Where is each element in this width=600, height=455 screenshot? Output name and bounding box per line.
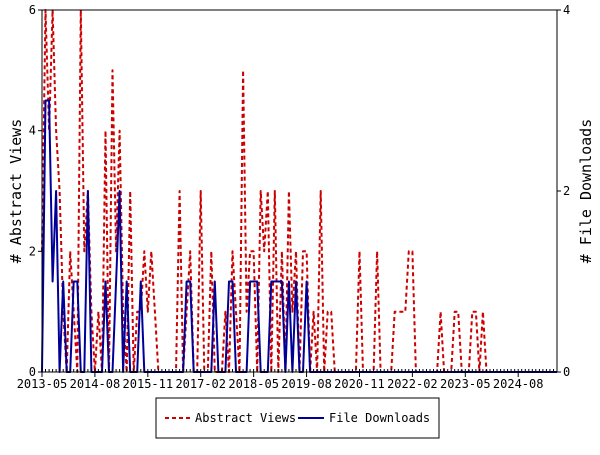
- y-axis-left-title: # Abstract Views: [7, 119, 25, 264]
- y-right-tick-label: 2: [563, 184, 570, 198]
- y-right-tick-label: 4: [563, 3, 570, 17]
- y-right-tick-label: 0: [563, 365, 570, 379]
- x-axis: 2013-05 2014-08 2015-11 2017-02 2018-05 2019-…: [17, 369, 558, 391]
- series-line-file-downloads: [41, 99, 557, 373]
- legend-label-abstract-views: Abstract Views: [195, 411, 296, 425]
- x-tick-label: 2022-02: [387, 377, 438, 391]
- x-tick-label: 2015-11: [123, 377, 174, 391]
- x-tick-label: 2014-08: [70, 377, 121, 391]
- legend-box: [155, 397, 440, 439]
- x-tick-label: 2023-05: [440, 377, 491, 391]
- y-axis-right-title: # File Downloads: [577, 119, 595, 264]
- x-tick-label: 2013-05: [17, 377, 68, 391]
- y-left-tick-label: 0: [29, 365, 36, 379]
- x-tick-label: 2024-08: [493, 377, 544, 391]
- y-left-tick-label: 6: [29, 3, 36, 17]
- y-left-tick-label: 2: [29, 244, 36, 258]
- x-tick-label: 2020-11: [334, 377, 385, 391]
- series-layer: [41, 9, 557, 373]
- legend: Abstract Views File Downloads: [155, 397, 440, 439]
- y-axes: 0 2 4 6 0 2 4: [29, 3, 570, 379]
- x-tick-label: 2019-08: [281, 377, 332, 391]
- x-tick-label: 2018-05: [228, 377, 279, 391]
- x-tick-label: 2017-02: [175, 377, 226, 391]
- y-left-tick-label: 4: [29, 124, 36, 138]
- legend-label-file-downloads: File Downloads: [329, 411, 430, 425]
